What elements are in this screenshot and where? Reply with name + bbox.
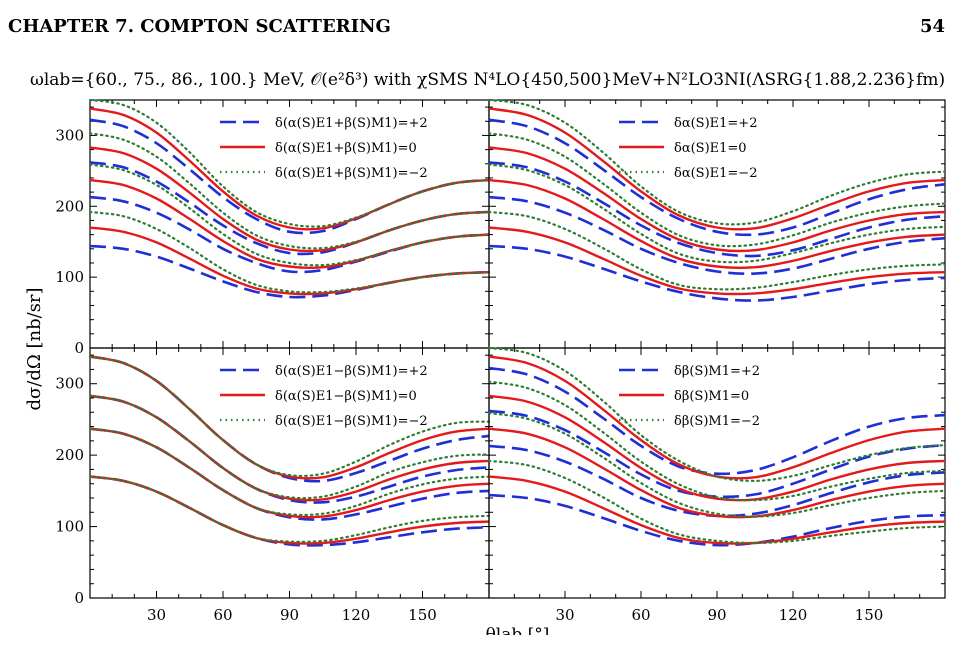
curve-solid [488, 146, 946, 253]
x-tick-label: 30 [147, 606, 166, 624]
curve-dotted [487, 380, 947, 502]
curve-solid [89, 475, 490, 545]
x-tick-label: 60 [213, 606, 232, 624]
curve-solid [488, 475, 946, 545]
curve-solid [89, 226, 490, 296]
x-tick-label: 60 [631, 606, 650, 624]
y-tick-label: 200 [55, 446, 84, 464]
curve-dotted [487, 163, 947, 264]
y-axis-label: dσ/dΩ [nb/sr] [24, 287, 45, 410]
legend-label: δ(α(S)E1+β(S)M1)=+2 [275, 116, 428, 131]
legend-label: δα(S)E1=0 [674, 141, 747, 156]
panel-beta: 30 60 90 120 150 δβ(S)M1=+2 δβ(S)M1=0 δβ(S)M1=−… [487, 346, 947, 624]
curve-dotted [487, 132, 947, 248]
legend-label: δβ(S)M1=+2 [674, 364, 760, 379]
curve-solid [488, 355, 946, 480]
panel-alpha-plus-beta: 0 100 200 300 δ(α(S)E1+β(S)M1)=+2 δ(α(S)E1+β(… [55, 98, 491, 357]
curve-dashed [488, 493, 946, 547]
x-tick-label: 150 [408, 606, 437, 624]
curve-dotted [88, 132, 491, 250]
legend-label: δ(α(S)E1−β(S)M1)=+2 [275, 364, 428, 379]
curve-dashed [89, 195, 490, 274]
x-axis-label: θlab [°] [486, 625, 550, 635]
running-head: CHAPTER 7. COMPTON SCATTERING 54 [0, 16, 953, 40]
legend-label: δβ(S)M1=0 [674, 389, 749, 404]
curve-dashed [488, 161, 946, 258]
legend-label: δ(α(S)E1−β(S)M1)=−2 [275, 414, 428, 429]
curve-dotted [487, 346, 947, 483]
panel-alpha: δα(S)E1=+2 δα(S)E1=0 δα(S)E1=−2 [487, 98, 947, 349]
y-tick-label: 0 [74, 339, 84, 357]
curve-dotted [88, 163, 491, 267]
x-tick-label: 90 [280, 606, 299, 624]
curve-dotted [487, 459, 947, 545]
y-tick-label: 100 [55, 268, 84, 286]
x-tick-label: 120 [779, 606, 808, 624]
curve-dashed [488, 118, 946, 237]
y-tick-label: 0 [74, 589, 84, 607]
x-tick-label: 150 [855, 606, 884, 624]
x-tick-label: 90 [707, 606, 726, 624]
legend-label: δα(S)E1=−2 [674, 166, 757, 181]
curve-dotted [88, 475, 491, 543]
chapter-title: CHAPTER 7. COMPTON SCATTERING [8, 16, 391, 37]
curve-dotted [88, 98, 491, 228]
curve-dashed [89, 475, 490, 547]
legend-label: δ(α(S)E1+β(S)M1)=0 [275, 141, 417, 156]
curve-dashed [89, 244, 490, 299]
curve-solid [89, 146, 490, 253]
x-tick-label: 120 [342, 606, 371, 624]
legend-label: δα(S)E1=+2 [674, 116, 757, 131]
curve-dotted [88, 355, 491, 478]
curve-solid [488, 226, 946, 296]
curve-solid [488, 178, 946, 269]
curve-dashed [488, 244, 946, 302]
curve-solid [488, 107, 946, 231]
y-tick-label: 300 [55, 126, 84, 144]
y-tick-label: 200 [55, 197, 84, 215]
panel-frame [89, 347, 490, 599]
x-tick-label: 30 [555, 606, 574, 624]
legend-label: δβ(S)M1=−2 [674, 414, 760, 429]
y-tick-label: 100 [55, 518, 84, 536]
curve-dotted [487, 98, 947, 226]
legend-label: δ(α(S)E1+β(S)M1)=−2 [275, 166, 428, 181]
panel-alpha-minus-beta: 30 60 90 120 150 0 100 200 300 δ(α(S)E1−β(S)M1)=+… [55, 347, 491, 624]
curve-dotted [487, 210, 947, 291]
curve-dashed [488, 409, 946, 499]
curve-solid [89, 427, 490, 519]
figure-title: ωlab={60., 75., 86., 100.} MeV, 𝒪(e²δ³) … [30, 70, 946, 90]
curve-dotted [487, 411, 947, 518]
curve-dashed [488, 366, 946, 476]
curve-solid [488, 427, 946, 519]
page-number: 54 [919, 16, 945, 37]
curve-dotted [88, 210, 491, 294]
figure-plot: 0100200300δ(α(S)E1+β(S)M1)=+2δ(α(S)E1+β(… [24, 98, 947, 635]
curve-dashed [488, 444, 946, 518]
y-tick-label: 300 [55, 375, 84, 393]
curve-solid [488, 394, 946, 502]
curve-dotted [88, 427, 491, 517]
curve-dashed [89, 394, 490, 504]
curve-dotted [88, 394, 491, 500]
curve-dashed [488, 195, 946, 276]
legend-label: δ(α(S)E1−β(S)M1)=0 [275, 389, 417, 404]
